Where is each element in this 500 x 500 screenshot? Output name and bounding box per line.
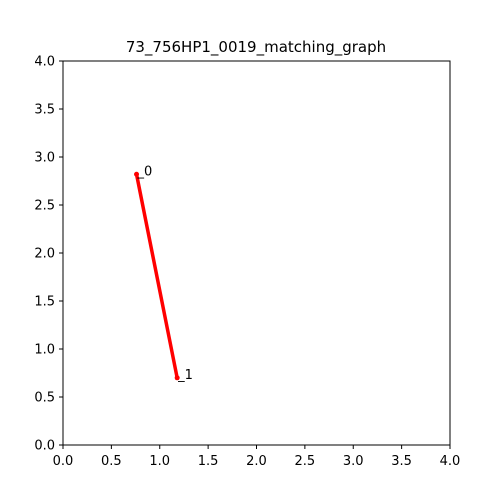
edges-group (134, 172, 179, 380)
y-tick-label: 3.0 (34, 151, 55, 166)
x-tick-label: 4.0 (440, 454, 461, 469)
x-tick-label: 3.0 (343, 454, 364, 469)
node-label: _0 (137, 164, 153, 179)
x-tick-label: 1.0 (149, 454, 170, 469)
node-point (134, 171, 140, 177)
y-tick-label: 1.5 (34, 295, 55, 310)
y-axis: 0.0 0.5 1.0 1.5 2.0 2.5 3.0 3.5 4.0 (34, 55, 63, 454)
y-tick-label: 3.5 (34, 103, 55, 118)
x-tick-label: 1.5 (198, 454, 219, 469)
matching-edge (134, 172, 179, 380)
y-tick-label: 2.5 (34, 199, 55, 214)
nodes-group: _0 _1 (134, 164, 193, 383)
node-point (174, 375, 180, 381)
x-tick-label: 2.5 (295, 454, 316, 469)
x-tick-label: 0.0 (53, 454, 74, 469)
chart-title: 73_756HP1_0019_matching_graph (126, 38, 386, 57)
y-tick-label: 2.0 (34, 247, 55, 262)
y-tick-label: 1.0 (34, 343, 55, 358)
x-tick-label: 2.0 (246, 454, 267, 469)
x-tick-label: 3.5 (391, 454, 412, 469)
y-tick-label: 4.0 (34, 55, 55, 70)
plot-area (62, 60, 451, 446)
y-tick-label: 0.5 (34, 391, 55, 406)
y-tick-label: 0.0 (34, 439, 55, 454)
x-axis: 0.0 0.5 1.0 1.5 2.0 2.5 3.0 3.5 4.0 (53, 445, 461, 469)
node-label: _1 (177, 368, 193, 383)
x-tick-label: 0.5 (101, 454, 122, 469)
